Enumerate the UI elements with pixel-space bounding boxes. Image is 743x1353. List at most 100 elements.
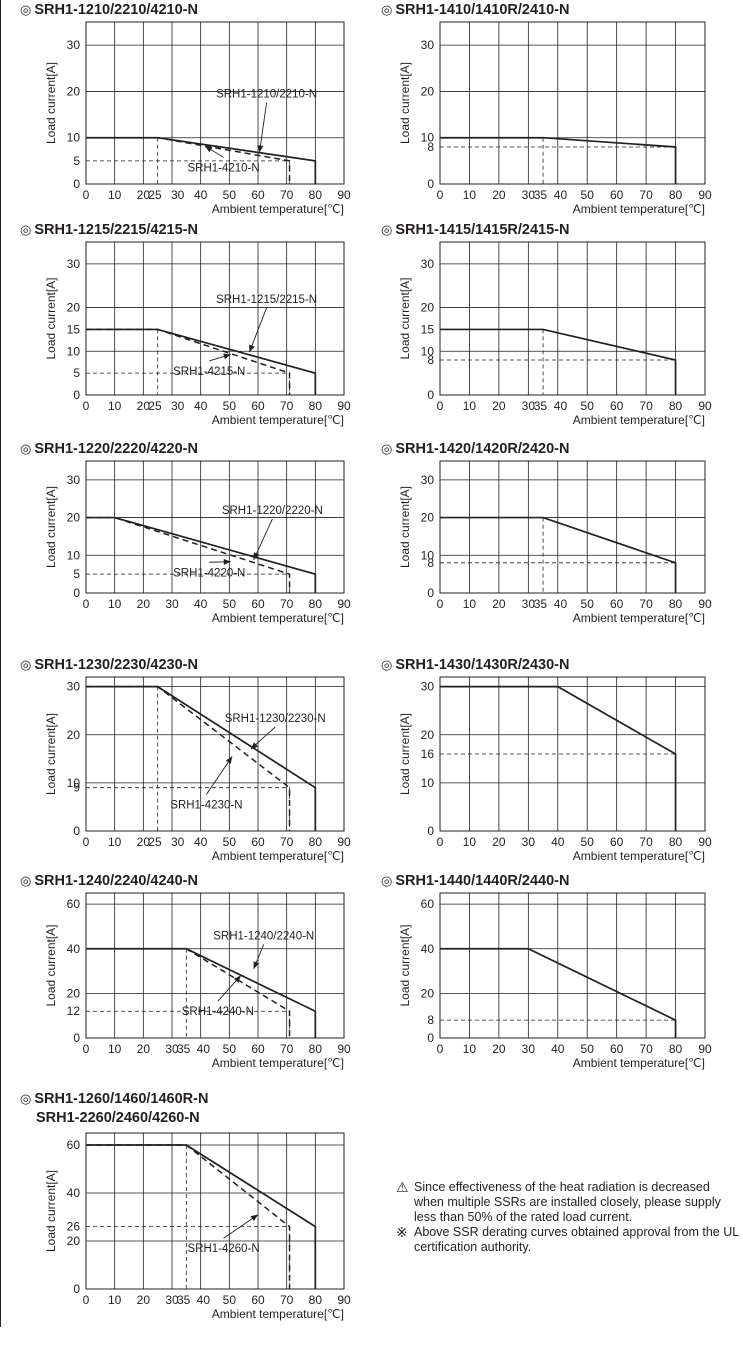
plot-frame [439,21,706,185]
x-tick-label: 80 [309,188,323,202]
x-tick-label: 50 [223,1042,237,1056]
double-circle-icon: ◎ [381,657,393,672]
x-tick-label: 35 [534,188,548,202]
series-solid-line [440,685,677,831]
annotation-leader-line [248,307,268,353]
x-axis-label: Ambient temperature[℃] [573,202,705,216]
chart-8-title-text: SRH1-1430/1430R/2430-N [395,657,570,673]
x-tick-label: 35 [177,1042,191,1056]
x-tick-label: 10 [108,1293,122,1307]
x-tick-label: 0 [83,1042,90,1056]
annotation-label: SRH1-4240-N [182,1006,254,1018]
x-tick-label: 90 [698,188,712,202]
x-tick-label: 70 [639,399,653,413]
x-tick-label: 60 [251,1042,265,1056]
x-tick-label: 0 [437,399,444,413]
y-tick-label: 8 [427,556,434,570]
x-tick-label: 30 [522,188,536,202]
plot-frame [85,241,345,396]
series-dashed-line [86,516,291,593]
x-tick-label: 30 [171,399,185,413]
x-tick-label: 25 [148,399,162,413]
y-tick-label: 12 [67,1004,81,1018]
annotation-label: SRH1-4210-N [187,162,259,174]
x-tick-label: 90 [337,1042,351,1056]
y-axis-label: Load current[A] [398,713,412,795]
x-tick-label: 20 [492,835,506,849]
plot-frame [85,676,345,832]
y-tick-label: 20 [421,84,435,98]
annotation-label: SRH1-4220-N [173,567,245,579]
x-tick-label: 80 [309,835,323,849]
warning-note: ⚠ Since effectiveness of the heat radiat… [396,1180,741,1225]
annotation-label: SRH1-4260-N [187,1243,259,1255]
x-tick-label: 80 [669,188,683,202]
chart-1-title-text: SRH1-1210/2210/4210-N [34,2,198,18]
y-tick-label: 10 [67,776,81,790]
y-tick-label: 9 [73,781,80,795]
x-tick-label: 40 [554,188,568,202]
x-tick-label: 80 [669,597,683,611]
y-tick-label: 20 [421,301,435,315]
remark-symbol: ※ [396,1224,408,1240]
x-tick-label: 30 [522,399,536,413]
x-tick-label: 20 [492,597,506,611]
x-tick-label: 10 [108,1042,122,1056]
y-tick-label: 20 [67,986,81,1000]
annotation-arrowhead [249,344,255,353]
x-tick-label: 50 [223,188,237,202]
y-axis-label: Load current[A] [398,62,412,144]
x-tick-label: 30 [522,835,536,849]
x-tick-label: 30 [165,597,179,611]
series-solid-line [440,516,677,593]
y-tick-label: 20 [67,84,81,98]
series-solid-line [440,947,677,1038]
x-tick-label: 60 [251,835,265,849]
series-dashed-line [86,1144,291,1289]
double-circle-icon: ◎ [20,873,32,888]
chart-3-title: ◎ SRH1-1215/2215/4215-N [20,222,198,238]
x-tick-label: 30 [522,1042,536,1056]
notes: ⚠ Since effectiveness of the heat radiat… [396,1180,741,1255]
y-tick-label: 0 [427,1031,434,1045]
x-tick-label: 0 [83,399,90,413]
annotation-label: SRH1-4215-N [173,366,245,378]
x-tick-label: 20 [137,597,151,611]
y-tick-label: 30 [421,38,435,52]
x-tick-label: 40 [197,1042,211,1056]
annotation-arrowhead [223,558,231,565]
double-circle-icon: ◎ [381,2,393,17]
x-tick-label: 10 [463,597,477,611]
annotation-arrowhead [250,1214,258,1222]
chart-4-title: ◎ SRH1-1415/1415R/2415-N [381,222,569,238]
y-tick-label: 10 [67,131,81,145]
x-tick-label: 25 [148,835,162,849]
series-dashed-line [86,685,291,831]
annotation-label: SRH1-1210/2210-N [216,89,317,101]
annotation-leader-line [206,756,233,795]
chart-11-title-line2: SRH1-2260/2460/4260-N [36,1110,200,1126]
annotation-label: SRH1-1230/2230-N [225,713,326,725]
chart-6-title-text: SRH1-1420/1420R/2420-N [395,441,570,457]
chart-9-title: ◎ SRH1-1240/2240/4240-N [20,873,198,889]
x-tick-label: 40 [194,835,208,849]
series-dashed-line [86,328,291,395]
chart-5-title: ◎ SRH1-1220/2220/4220-N [20,441,198,457]
x-tick-label: 40 [197,1293,211,1307]
remark-note: ※ Above SSR derating curves obtained app… [396,1225,741,1255]
x-tick-label: 10 [463,1042,477,1056]
plot-frame [85,1132,345,1290]
y-axis-label: Load current[A] [44,62,58,144]
x-axis-label: Ambient temperature[℃] [212,849,344,863]
y-tick-label: 20 [67,728,81,742]
x-tick-label: 40 [551,835,565,849]
annotation-leader-line [258,102,268,153]
x-tick-label: 0 [83,597,90,611]
chart-1-title: ◎ SRH1-1210/2210/4210-N [20,2,198,18]
x-tick-label: 90 [337,597,351,611]
annotation-label: SRH1-1220/2220-N [222,505,323,517]
x-tick-label: 20 [137,399,151,413]
